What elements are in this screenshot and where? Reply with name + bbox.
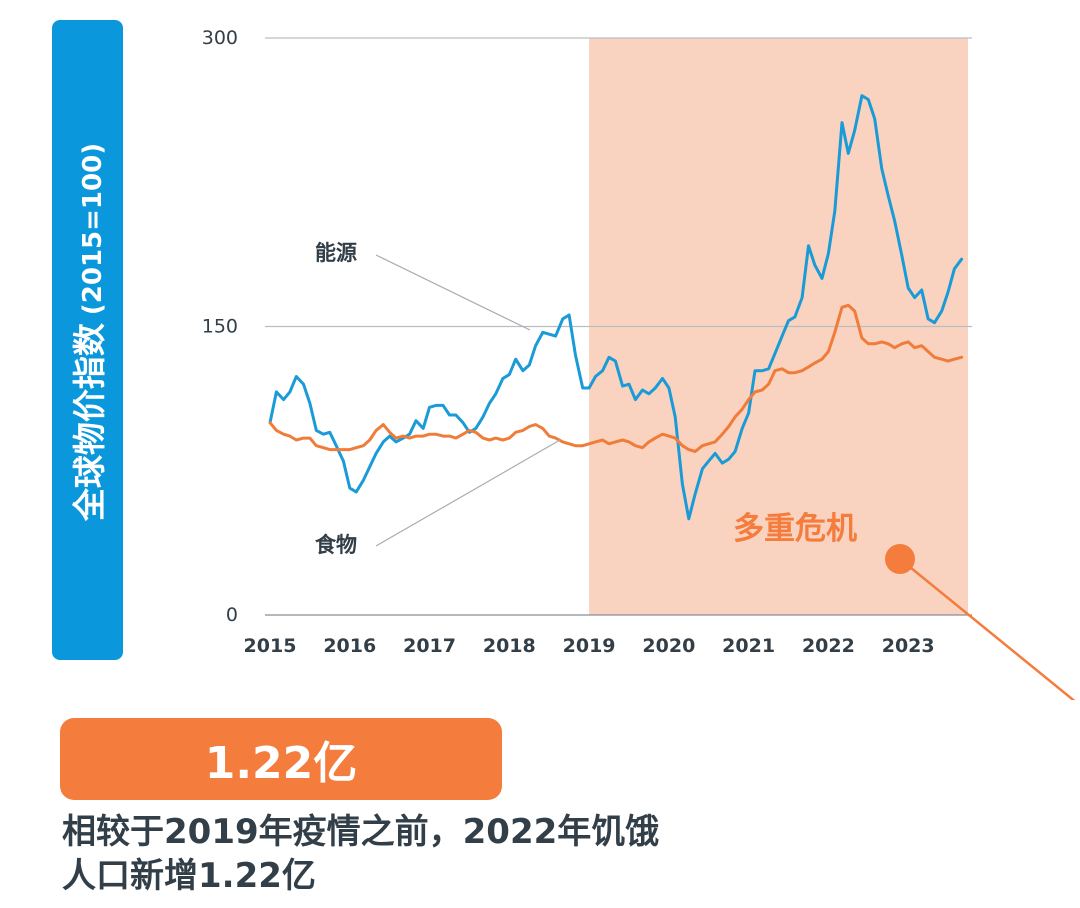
crisis-label: 多重危机 (733, 511, 857, 547)
y-tick-label-0: 0 (226, 604, 238, 626)
price-index-chart: 300 150 0 2015 2016 2017 2018 2019 2020 2021 2022 2… (202, 27, 1076, 700)
y-tick-label-300: 300 (202, 27, 238, 49)
x-tick-label-2017: 2017 (403, 635, 456, 657)
y-axis-label-box (52, 20, 123, 660)
x-tick-label-2022: 2022 (802, 635, 855, 657)
series-line-food (268, 303, 964, 453)
stat-badge: 1.22亿 (60, 718, 502, 800)
x-tick-label-2018: 2018 (483, 635, 536, 657)
energy-leader-line (375, 254, 531, 331)
energy-series-label: 能源 (315, 241, 357, 265)
x-tick-label-2021: 2021 (722, 635, 775, 657)
caption-line-2: 人口新增1.22亿 (62, 856, 316, 896)
x-tick-label-2016: 2016 (323, 635, 376, 657)
callout-diagonal-line (899, 558, 1076, 700)
caption: 相较于2019年疫情之前，2022年饥饿 人口新增1.22亿 (62, 810, 822, 898)
y-tick-label-150: 150 (202, 316, 238, 338)
caption-line-1: 相较于2019年疫情之前，2022年饥饿 (62, 812, 660, 852)
x-tick-label-2015: 2015 (244, 635, 297, 657)
x-tick-label-2020: 2020 (642, 635, 695, 657)
food-series-label: 食物 (315, 533, 357, 557)
series-line-energy (268, 94, 964, 521)
x-tick-label-2023: 2023 (882, 635, 935, 657)
x-tick-label-2019: 2019 (563, 635, 616, 657)
food-leader-line (375, 439, 561, 547)
